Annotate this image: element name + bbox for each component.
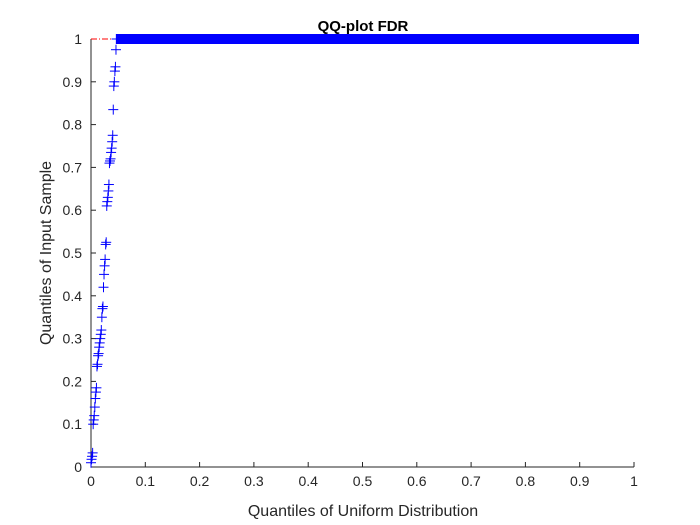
data-point [89,410,100,421]
data-point [89,402,100,413]
y-tick-label: 0.6 [63,202,83,218]
data-point [87,447,98,458]
data-point [103,179,114,190]
data-point [90,387,101,398]
data-point [101,237,112,248]
data-point [103,185,114,196]
y-tick-label: 0 [74,459,82,475]
data-point [97,301,108,312]
y-tick-label: 1 [74,31,82,47]
x-tick-label: 0 [87,473,95,489]
data-point [100,239,111,250]
data-point [102,192,113,203]
data-point [98,282,109,293]
y-tick-label: 0.4 [63,288,83,304]
data-point [95,329,106,340]
data-point [106,143,117,154]
data-point [107,136,118,147]
y-axis-ticks: 0 0.1 0.2 0.3 0.4 0.5 0.6 0.7 0.8 0.9 1 [63,31,96,475]
x-axis-label: Quantiles of Uniform Distribution [248,503,478,520]
data-point [105,153,116,164]
data-point [96,325,107,336]
x-tick-label: 0.4 [298,473,318,489]
data-point [104,158,115,169]
y-tick-label: 0.7 [63,159,83,175]
data-point [88,419,99,430]
data-point [106,147,117,158]
x-tick-label: 0.7 [461,473,481,489]
dense-marker-band [115,34,640,44]
data-point [90,393,101,404]
data-point [110,44,121,55]
data-point [93,350,104,361]
data-point [105,155,116,166]
data-point [107,130,118,141]
data-point [97,303,108,314]
data-point [94,342,105,353]
y-tick-label: 0.5 [63,245,83,261]
chart-title: QQ-plot FDR [318,18,409,35]
x-tick-label: 0.6 [407,473,427,489]
data-point [108,104,119,115]
x-tick-label: 0.9 [570,473,590,489]
y-tick-label: 0.8 [63,117,83,133]
data-point [100,254,111,265]
x-tick-label: 1 [630,473,638,489]
data-point [108,81,119,92]
data-markers [86,34,640,468]
y-axis-label: Quantiles of Input Sample [38,161,55,345]
data-point [88,414,99,425]
y-tick-label: 0.1 [63,416,83,432]
data-point [91,382,102,393]
y-tick-label: 0.3 [63,331,83,347]
data-point [99,269,110,280]
x-tick-label: 0.2 [190,473,210,489]
data-point [91,361,102,372]
data-point [109,66,120,77]
x-tick-label: 0.1 [136,473,156,489]
data-point [96,312,107,323]
data-point [92,359,103,370]
y-tick-label: 0.2 [63,373,83,389]
data-point [110,61,121,72]
x-tick-label: 0.8 [516,473,536,489]
data-point [102,196,113,207]
data-point [94,337,105,348]
data-point [95,333,106,344]
data-point [101,200,112,211]
data-point [93,348,104,359]
x-axis-ticks: 0 0.1 0.2 0.3 0.4 0.5 0.6 0.7 0.8 0.9 1 [87,462,638,489]
x-tick-label: 0.3 [244,473,264,489]
x-tick-label: 0.5 [353,473,373,489]
data-point [99,260,110,271]
data-point [109,76,120,87]
y-tick-label: 0.9 [63,74,83,90]
plot-area: 0 0.1 0.2 0.3 0.4 0.5 0.6 0.7 0.8 0.9 1 0 0.1 0.2 0.3… [63,31,640,489]
